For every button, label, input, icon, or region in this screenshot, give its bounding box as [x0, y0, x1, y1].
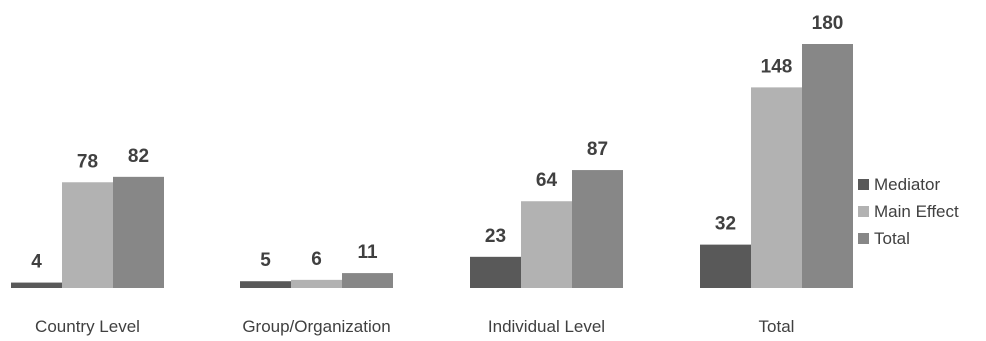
category-label-country-level: Country Level [35, 317, 140, 336]
category-label-group-organization: Group/Organization [242, 317, 390, 336]
data-label-total-main-effect: 148 [761, 56, 793, 77]
category-label-total: Total [759, 317, 795, 336]
legend-swatch-mediator [858, 179, 869, 190]
bar-country-level-mediator [11, 282, 62, 288]
bar-group-organization-main-effect [291, 279, 342, 288]
bar-group-organization-total [342, 273, 393, 288]
data-label-country-level-mediator: 4 [31, 252, 42, 273]
bar-group-organization-mediator [240, 281, 291, 288]
bar-total-mediator [700, 244, 751, 288]
value-labels-group: 4 78 82 5 6 11 23 64 87 32 148 180 [31, 13, 843, 273]
data-label-country-level-main-effect: 78 [77, 151, 98, 172]
data-label-total-mediator: 32 [715, 214, 736, 235]
data-label-country-level-total: 82 [128, 146, 149, 167]
bar-total-total [802, 44, 853, 288]
data-label-total-total: 180 [812, 13, 844, 34]
bars-group [11, 44, 853, 288]
bar-country-level-main-effect [62, 182, 113, 288]
legend-label-total: Total [874, 229, 910, 248]
bar-individual-level-main-effect [521, 201, 572, 288]
data-label-individual-level-main-effect: 64 [536, 170, 558, 191]
bar-country-level-total [113, 176, 164, 288]
legend-label-main-effect: Main Effect [874, 202, 959, 221]
legend-swatch-main-effect [858, 206, 869, 217]
legend-label-mediator: Mediator [874, 175, 940, 194]
legend: Mediator Main Effect Total [858, 175, 959, 248]
data-label-group-organization-main-effect: 6 [311, 249, 322, 270]
legend-swatch-total [858, 233, 869, 244]
data-label-individual-level-total: 87 [587, 139, 608, 160]
category-labels-group: Country Level Group/Organization Individua… [35, 317, 794, 336]
bar-total-main-effect [751, 87, 802, 288]
data-label-group-organization-mediator: 5 [260, 250, 271, 271]
category-label-individual-level: Individual Level [488, 317, 605, 336]
bar-individual-level-mediator [470, 256, 521, 288]
data-label-group-organization-total: 11 [357, 242, 378, 263]
bar-individual-level-total [572, 170, 623, 288]
data-label-individual-level-mediator: 23 [485, 226, 506, 247]
